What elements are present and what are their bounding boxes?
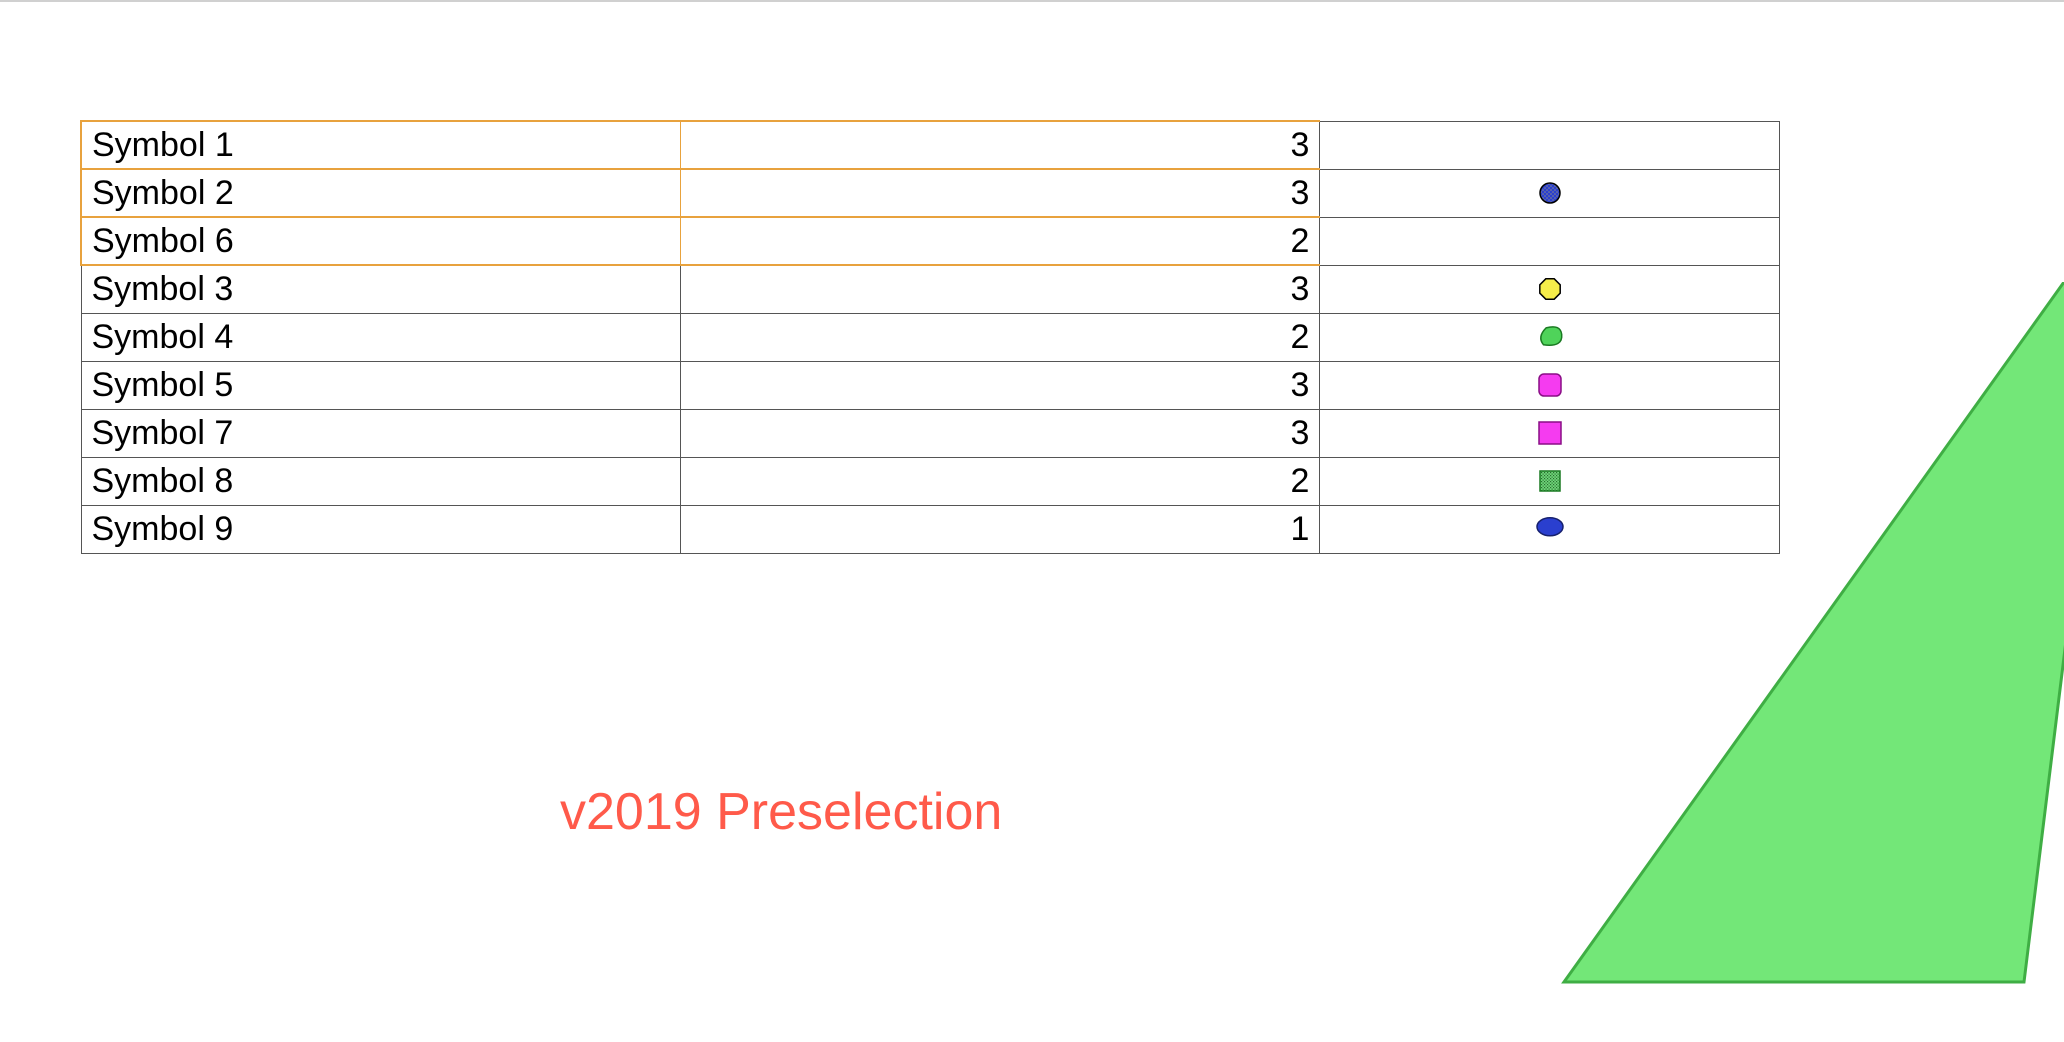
table-row[interactable]: Symbol 13: [81, 121, 1780, 169]
table-row[interactable]: Symbol 33: [81, 265, 1780, 313]
symbol-icon-cell[interactable]: [1320, 169, 1780, 217]
ellipse-blue-icon: [1533, 512, 1567, 546]
symbol-value-cell[interactable]: 1: [681, 505, 1320, 553]
table-row[interactable]: Symbol 91: [81, 505, 1780, 553]
symbol-name-cell[interactable]: Symbol 5: [81, 361, 681, 409]
blob-green-icon: [1535, 322, 1565, 352]
symbol-name-cell[interactable]: Symbol 3: [81, 265, 681, 313]
symbol-value-cell[interactable]: 2: [681, 313, 1320, 361]
symbol-icon-cell[interactable]: [1320, 121, 1780, 169]
table-row[interactable]: Symbol 82: [81, 457, 1780, 505]
table-row[interactable]: Symbol 73: [81, 409, 1780, 457]
symbol-name-cell[interactable]: Symbol 9: [81, 505, 681, 553]
table-row[interactable]: Symbol 53: [81, 361, 1780, 409]
canvas-area: Symbol 13Symbol 23 Symbol 62Symbol 33Sym…: [0, 2, 2064, 990]
symbol-name-cell[interactable]: Symbol 8: [81, 457, 681, 505]
symbol-name-cell[interactable]: Symbol 4: [81, 313, 681, 361]
symbol-name-cell[interactable]: Symbol 1: [81, 121, 681, 169]
symbol-value-cell[interactable]: 3: [681, 121, 1320, 169]
table-row[interactable]: Symbol 23: [81, 169, 1780, 217]
symbol-icon-cell[interactable]: [1320, 217, 1780, 265]
symbol-name-cell[interactable]: Symbol 2: [81, 169, 681, 217]
sphere-blue-icon: [1536, 179, 1564, 207]
symbol-name-cell[interactable]: Symbol 6: [81, 217, 681, 265]
table-row[interactable]: Symbol 62: [81, 217, 1780, 265]
symbol-value-cell[interactable]: 3: [681, 169, 1320, 217]
square-pattern-green-icon: [1536, 467, 1564, 495]
octagon-yellow-icon: [1535, 274, 1565, 304]
symbol-icon-cell[interactable]: [1320, 457, 1780, 505]
symbol-name-cell[interactable]: Symbol 7: [81, 409, 681, 457]
square-magenta-icon: [1535, 418, 1565, 448]
symbol-icon-cell[interactable]: [1320, 313, 1780, 361]
symbol-value-cell[interactable]: 3: [681, 361, 1320, 409]
symbol-icon-cell[interactable]: [1320, 409, 1780, 457]
symbol-value-cell[interactable]: 2: [681, 217, 1320, 265]
symbol-value-cell[interactable]: 2: [681, 457, 1320, 505]
symbol-value-cell[interactable]: 3: [681, 409, 1320, 457]
rounded-square-magenta-icon: [1535, 370, 1565, 400]
symbol-icon-cell[interactable]: [1320, 361, 1780, 409]
symbol-icon-cell[interactable]: [1320, 265, 1780, 313]
symbol-value-cell[interactable]: 3: [681, 265, 1320, 313]
table-row[interactable]: Symbol 42: [81, 313, 1780, 361]
caption-text: v2019 Preselection: [560, 782, 1002, 842]
symbol-icon-cell[interactable]: [1320, 505, 1780, 553]
symbol-table: Symbol 13Symbol 23 Symbol 62Symbol 33Sym…: [80, 120, 1780, 554]
